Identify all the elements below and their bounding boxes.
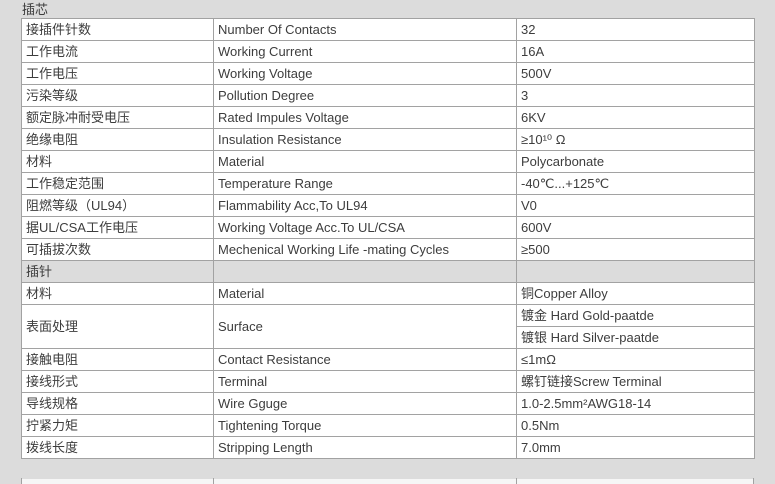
table-row: 镀银 Hard Silver-paatde — [22, 326, 755, 349]
spec-name-en: Pollution Degree — [213, 84, 517, 107]
spec-value: Polycarbonate — [516, 150, 755, 173]
spec-name-cn: 表面处理 — [21, 304, 214, 349]
table-row: 额定脉冲耐受电压 Rated Impules Voltage 6KV — [21, 106, 755, 129]
spec-name-cn: 工作电压 — [21, 62, 214, 85]
spec-name-cn: 接线形式 — [21, 370, 214, 393]
next-table-border-tick — [516, 478, 517, 484]
section-header-spacer — [213, 260, 517, 283]
spec-name-cn: 工作稳定范围 — [21, 172, 214, 195]
table-row: 工作电压 Working Voltage 500V — [21, 62, 755, 85]
table-row: 阻燃等级（UL94） Flammability Acc,To UL94 V0 — [21, 194, 755, 217]
spec-name-cn: 阻燃等级（UL94） — [21, 194, 214, 217]
table-row: 绝缘电阻 Insulation Resistance ≥10¹⁰ Ω — [21, 128, 755, 151]
spec-name-cn: 接插件针数 — [21, 18, 214, 41]
spec-name-en: Material — [213, 150, 517, 173]
spec-name-en: Working Voltage — [213, 62, 517, 85]
spec-value: 铜Copper Alloy — [516, 282, 755, 305]
spec-name-cn: 污染等级 — [21, 84, 214, 107]
spec-value: -40℃...+125℃ — [516, 172, 755, 195]
spec-name-en: Insulation Resistance — [213, 128, 517, 151]
spec-value: 镀银 Hard Silver-paatde — [516, 326, 755, 349]
spec-name-cn: 拧紧力矩 — [21, 414, 214, 437]
section-header-row: 插针 — [21, 260, 755, 283]
table-row: 可插拔次数 Mechenical Working Life -mating Cy… — [21, 238, 755, 261]
table-row: 拨线长度 Stripping Length 7.0mm — [21, 436, 755, 459]
table-row: 工作稳定范围 Temperature Range -40℃...+125℃ — [21, 172, 755, 195]
spec-value: 镀金 Hard Gold-paatde — [516, 304, 755, 327]
spec-name-en: Contact Resistance — [213, 348, 517, 371]
section-title-pin: 插针 — [21, 260, 214, 283]
table-row: 污染等级 Pollution Degree 3 — [21, 84, 755, 107]
next-table-border-tick — [213, 478, 214, 484]
spec-name-cn: 拨线长度 — [21, 436, 214, 459]
table-row: 接插件针数 Number Of Contacts 32 — [21, 18, 755, 41]
table-row: 表面处理 Surface 镀金 Hard Gold-paatde — [21, 304, 755, 349]
spec-name-cn: 接触电阻 — [21, 348, 214, 371]
table-row: 工作电流 Working Current 16A — [21, 40, 755, 63]
spec-value: 螺钉链接Screw Terminal — [516, 370, 755, 393]
table-row: 导线规格 Wire Gguge 1.0-2.5mm²AWG18-14 — [21, 392, 755, 415]
spec-value: 6KV — [516, 106, 755, 129]
spec-value: 1.0-2.5mm²AWG18-14 — [516, 392, 755, 415]
spec-value: 16A — [516, 40, 755, 63]
spec-name-en: Number Of Contacts — [213, 18, 517, 41]
spec-name-cn: 绝缘电阻 — [21, 128, 214, 151]
table-row: 据UL/CSA工作电压 Working Voltage Acc.To UL/CS… — [21, 216, 755, 239]
next-table-border-tick — [753, 478, 754, 484]
spec-name-cn: 据UL/CSA工作电压 — [21, 216, 214, 239]
spec-name-cn: 可插拔次数 — [21, 238, 214, 261]
next-table-border-tick — [21, 478, 22, 484]
spec-value: ≥10¹⁰ Ω — [516, 128, 755, 151]
spec-name-en: Working Current — [213, 40, 517, 63]
spec-value: 500V — [516, 62, 755, 85]
spec-value: 32 — [516, 18, 755, 41]
spec-value: 7.0mm — [516, 436, 755, 459]
spec-name-en: Wire Gguge — [213, 392, 517, 415]
spec-name-cn: 额定脉冲耐受电压 — [21, 106, 214, 129]
spec-name-en: Flammability Acc,To UL94 — [213, 194, 517, 217]
spec-name-en: Terminal — [213, 370, 517, 393]
section-header-spacer — [516, 260, 755, 283]
spec-name-en: Surface — [213, 304, 517, 349]
spec-name-cn: 工作电流 — [21, 40, 214, 63]
spec-name-en: Temperature Range — [213, 172, 517, 195]
table-row: 拧紧力矩 Tightening Torque 0.5Nm — [21, 414, 755, 437]
spec-value: V0 — [516, 194, 755, 217]
spec-name-en: Rated Impules Voltage — [213, 106, 517, 129]
section-title-core: 插芯 — [22, 2, 49, 17]
spec-value: ≥500 — [516, 238, 755, 261]
table-row: 接触电阻 Contact Resistance ≤1mΩ — [21, 348, 755, 371]
next-table-top-edge — [21, 478, 754, 484]
spec-name-cn: 材料 — [21, 282, 214, 305]
table-row: 接线形式 Terminal 螺钉链接Screw Terminal — [21, 370, 755, 393]
spec-name-cn: 材料 — [21, 150, 214, 173]
spec-name-en: Material — [213, 282, 517, 305]
spec-name-cn: 导线规格 — [21, 392, 214, 415]
table-row: 材料 Material Polycarbonate — [21, 150, 755, 173]
spec-value: 600V — [516, 216, 755, 239]
spec-name-en: Stripping Length — [213, 436, 517, 459]
spec-name-en: Mechenical Working Life -mating Cycles — [213, 238, 517, 261]
spec-table: 接插件针数 Number Of Contacts 32 工作电流 Working… — [21, 18, 755, 459]
table-row: 材料 Material 铜Copper Alloy — [21, 282, 755, 305]
spec-name-en: Working Voltage Acc.To UL/CSA — [213, 216, 517, 239]
spec-name-en: Tightening Torque — [213, 414, 517, 437]
spec-value: ≤1mΩ — [516, 348, 755, 371]
spec-value: 0.5Nm — [516, 414, 755, 437]
spec-value: 3 — [516, 84, 755, 107]
